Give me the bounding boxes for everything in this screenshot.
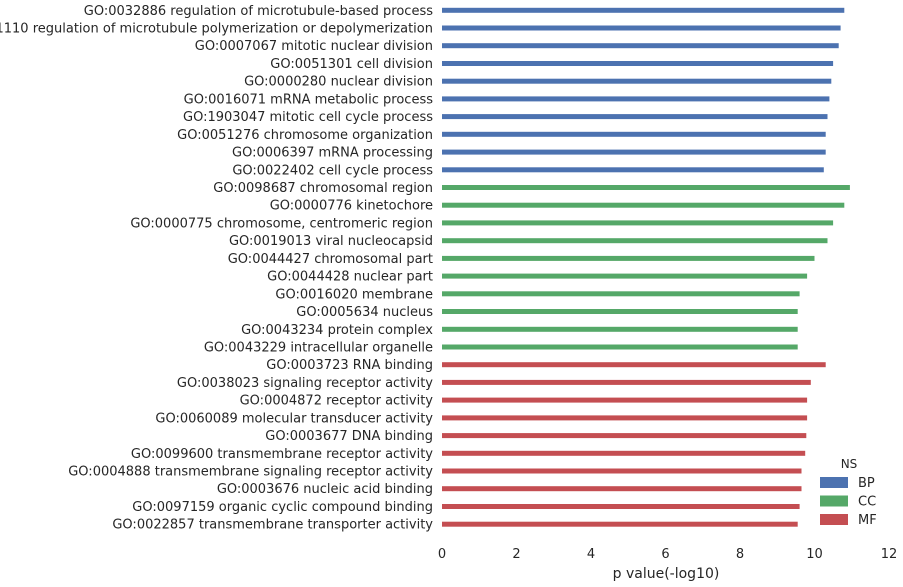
legend: NS BP CC MF: [820, 457, 877, 528]
bar-mf: [442, 504, 800, 509]
x-axis-label: p value(-log10): [613, 566, 720, 582]
bar-bp: [442, 78, 832, 84]
x-tick-label: 2: [512, 547, 520, 562]
legend-label-mf: MF: [858, 513, 877, 528]
category-label: GO:0051276 chromosome organization: [177, 128, 433, 143]
legend-swatch-mf: [820, 514, 848, 525]
bar-bp: [442, 43, 839, 49]
category-label: GO:0038023 signaling receptor activity: [177, 376, 433, 391]
legend-swatch-bp: [820, 477, 848, 488]
category-label: GO:0006397 mRNA processing: [232, 146, 433, 161]
bar-mf: [442, 362, 826, 368]
category-label: GO:0000775 chromosome, centromeric regio…: [130, 216, 433, 231]
category-label: GO:0022857 transmembrane transporter act…: [112, 518, 433, 533]
bar-mf: [442, 433, 807, 439]
bar-bp: [442, 96, 830, 102]
bar-bp: [442, 114, 828, 120]
x-axis: 0 2 4 6 8 10 12: [438, 547, 897, 562]
bar-cc: [442, 344, 798, 350]
category-label: GO:0044428 nuclear part: [267, 270, 433, 285]
category-label: GO:0016071 mRNA metabolic process: [184, 92, 434, 107]
category-label: GO:0004888 transmembrane signaling recep…: [68, 465, 433, 480]
legend-swatch-cc: [820, 495, 848, 507]
bar-mf: [442, 486, 802, 492]
x-tick-label: 12: [881, 547, 898, 562]
bar-cc: [442, 291, 800, 297]
x-tick-label: 0: [438, 547, 446, 562]
category-label: GO:0060089 molecular transducer activity: [155, 411, 433, 426]
bar-cc: [442, 255, 815, 261]
category-label: GO:0003723 RNA binding: [266, 358, 433, 373]
bar-cc: [442, 220, 834, 226]
category-label: GO:0005634 nucleus: [296, 305, 433, 320]
bar-bp: [442, 7, 845, 13]
bar-cc: [442, 326, 798, 332]
legend-label-bp: BP: [858, 476, 875, 491]
bar-cc: [442, 273, 808, 279]
category-label: GO:1903047 mitotic cell cycle process: [183, 110, 433, 125]
category-label: GO:0043229 intracellular organelle: [204, 341, 433, 356]
bar-mf: [442, 379, 811, 385]
category-label: GO:0098687 chromosomal region: [213, 181, 433, 196]
bar-bp: [442, 167, 824, 173]
category-label: GO:0016020 membrane: [275, 287, 433, 302]
bar-bp: [442, 131, 826, 137]
category-label: GO:0004872 receptor activity: [240, 394, 434, 409]
bar-bp: [442, 61, 834, 66]
category-label: GO:0051301 cell division: [270, 57, 433, 72]
category-label: GO:0031110 regulation of microtubule pol…: [0, 22, 433, 37]
bars: [442, 7, 850, 527]
category-label: GO:0044427 chromosomal part: [228, 252, 433, 267]
category-label: GO:0032886 regulation of microtubule-bas…: [84, 4, 433, 19]
category-label: GO:0000280 nuclear division: [244, 75, 433, 90]
bar-bp: [442, 149, 826, 155]
bar-cc: [442, 238, 828, 244]
category-label: GO:0099600 transmembrane receptor activi…: [131, 447, 433, 462]
bar-mf: [442, 397, 808, 403]
bar-mf: [442, 521, 798, 527]
bar-cc: [442, 309, 798, 314]
legend-label-cc: CC: [858, 495, 876, 510]
x-tick-label: 4: [587, 547, 595, 562]
x-tick-label: 6: [661, 547, 669, 562]
bar-cc: [442, 185, 850, 190]
x-tick-label: 8: [736, 547, 744, 562]
category-label: GO:0003677 DNA binding: [265, 429, 433, 444]
category-label: GO:0022402 cell cycle process: [232, 163, 433, 178]
bar-cc: [442, 202, 845, 208]
category-label: GO:0007067 mitotic nuclear division: [195, 39, 433, 54]
legend-title: NS: [841, 457, 858, 471]
bar-bp: [442, 25, 841, 31]
x-tick-label: 10: [806, 547, 823, 562]
bar-mf: [442, 468, 802, 474]
category-label: GO:0000776 kinetochore: [270, 199, 433, 214]
bar-mf: [442, 415, 808, 421]
category-label: GO:0003676 nucleic acid binding: [217, 482, 433, 497]
category-label: GO:0097159 organic cyclic compound bindi…: [132, 500, 433, 515]
category-label: GO:0043234 protein complex: [241, 323, 433, 338]
bar-mf: [442, 450, 806, 456]
category-label: GO:0019013 viral nucleocapsid: [229, 234, 433, 249]
category-labels: GO:0032886 regulation of microtubule-bas…: [0, 4, 433, 533]
